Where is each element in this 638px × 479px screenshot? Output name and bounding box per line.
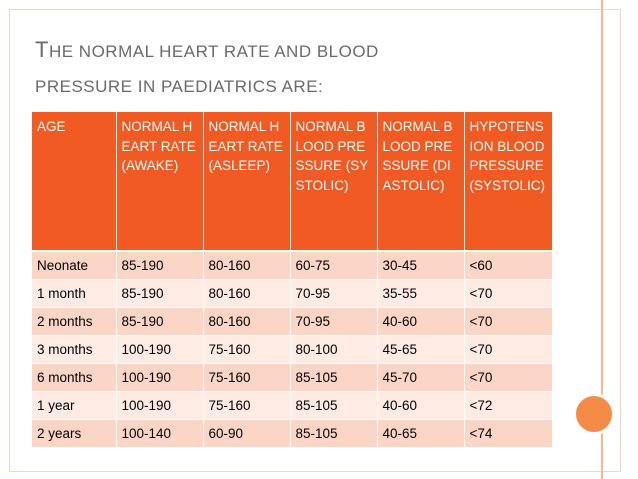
header-heart-rate-awake: NORMAL HEART RATE (AWAKE) [116, 112, 204, 252]
cell-age: 2 years [32, 419, 117, 448]
header-hypotension-systolic: HYPOTENSION BLOOD PRESSURE (SYSTOLIC) [464, 112, 553, 252]
slide-frame [9, 9, 621, 472]
vitals-table: AGE NORMAL HEART RATE (AWAKE) NORMAL HEA… [32, 112, 553, 448]
cell-hr-asleep: 80-160 [203, 251, 291, 280]
header-heart-rate-asleep: NORMAL HEART RATE (ASLEEP) [203, 112, 291, 252]
cell-age: 1 month [32, 279, 117, 308]
cell-bp-diastolic: 40-65 [377, 419, 465, 448]
cell-bp-systolic: 70-95 [290, 307, 378, 336]
table-row: 1 month 85-190 80-160 70-95 35-55 <70 [32, 279, 553, 308]
title-line-1-text: HE NORMAL HEART RATE AND BLOOD [48, 42, 379, 61]
table-row: 1 year 100-190 75-160 85-105 40-60 <72 [32, 391, 553, 420]
cell-hypotension: <60 [464, 251, 553, 280]
table-row: Neonate 85-190 80-160 60-75 30-45 <60 [32, 251, 553, 280]
cell-bp-systolic: 85-105 [290, 419, 378, 448]
table-row: 2 months 85-190 80-160 70-95 40-60 <70 [32, 307, 553, 336]
header-bp-systolic: NORMAL BLOOD PRESSURE (SYSTOLIC) [290, 112, 378, 252]
accent-bar [601, 0, 603, 479]
cell-bp-systolic: 85-105 [290, 391, 378, 420]
cell-hr-asleep: 75-160 [203, 391, 291, 420]
table-header-row: AGE NORMAL HEART RATE (AWAKE) NORMAL HEA… [32, 112, 553, 252]
accent-circle [573, 393, 615, 435]
cell-bp-systolic: 70-95 [290, 279, 378, 308]
cell-hr-asleep: 60-90 [203, 419, 291, 448]
cell-hr-awake: 85-190 [116, 307, 204, 336]
cell-hr-awake: 85-190 [116, 251, 204, 280]
title-line-2: PRESSURE IN PAEDIATRICS ARE: [35, 77, 324, 96]
cell-bp-systolic: 85-105 [290, 363, 378, 392]
slide-title: THE NORMAL HEART RATE AND BLOOD PRESSURE… [35, 32, 555, 104]
cell-age: Neonate [32, 251, 117, 280]
cell-hypotension: <70 [464, 279, 553, 308]
cell-bp-diastolic: 45-70 [377, 363, 465, 392]
cell-hr-awake: 85-190 [116, 279, 204, 308]
header-age: AGE [32, 112, 117, 252]
cell-hypotension: <70 [464, 363, 553, 392]
cell-bp-diastolic: 40-60 [377, 391, 465, 420]
cell-hr-asleep: 75-160 [203, 363, 291, 392]
cell-bp-diastolic: 30-45 [377, 251, 465, 280]
cell-age: 2 months [32, 307, 117, 336]
cell-hr-awake: 100-140 [116, 419, 204, 448]
cell-age: 6 months [32, 363, 117, 392]
cell-bp-diastolic: 45-65 [377, 335, 465, 364]
cell-hr-awake: 100-190 [116, 391, 204, 420]
cell-hypotension: <70 [464, 307, 553, 336]
table-row: 3 months 100-190 75-160 80-100 45-65 <70 [32, 335, 553, 364]
table-row: 2 years 100-140 60-90 85-105 40-65 <74 [32, 419, 553, 448]
cell-bp-diastolic: 35-55 [377, 279, 465, 308]
cell-age: 1 year [32, 391, 117, 420]
cell-hr-asleep: 80-160 [203, 279, 291, 308]
title-line-1: THE NORMAL HEART RATE AND BLOOD [35, 32, 555, 69]
cell-hypotension: <74 [464, 419, 553, 448]
header-bp-diastolic: NORMAL BLOOD PRESSURE (DIASTOLIC) [377, 112, 465, 252]
cell-hypotension: <70 [464, 335, 553, 364]
cell-age: 3 months [32, 335, 117, 364]
cell-bp-systolic: 80-100 [290, 335, 378, 364]
cell-hr-asleep: 75-160 [203, 335, 291, 364]
cell-hr-awake: 100-190 [116, 335, 204, 364]
title-initial: T [35, 37, 49, 62]
cell-hypotension: <72 [464, 391, 553, 420]
cell-bp-systolic: 60-75 [290, 251, 378, 280]
cell-hr-awake: 100-190 [116, 363, 204, 392]
cell-bp-diastolic: 40-60 [377, 307, 465, 336]
table-row: 6 months 100-190 75-160 85-105 45-70 <70 [32, 363, 553, 392]
cell-hr-asleep: 80-160 [203, 307, 291, 336]
